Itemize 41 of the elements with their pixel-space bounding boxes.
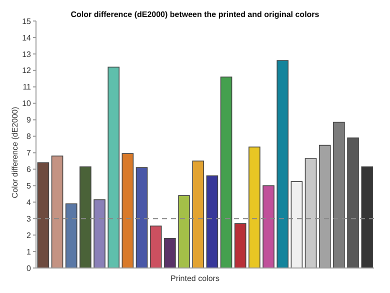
bar <box>276 60 289 268</box>
bar <box>234 223 246 268</box>
y-tick-label: 13 <box>22 50 32 59</box>
y-tick-label: 7 <box>26 148 32 158</box>
bar <box>206 175 218 268</box>
y-tick-label: 15 <box>22 16 32 26</box>
bar <box>80 166 92 268</box>
y-axis-title: Color difference (dE2000) <box>10 106 20 200</box>
y-tick-label: 4 <box>26 198 32 207</box>
y-tick-label: 9 <box>26 116 32 125</box>
bar <box>248 146 260 268</box>
y-tick-label: 5 <box>26 182 32 191</box>
x-axis-title: Printed colors <box>170 274 220 283</box>
chart-title: Color difference (dE2000) between the printed and original colors <box>70 10 320 19</box>
y-tick-label: 8 <box>26 132 32 142</box>
bar <box>178 195 190 268</box>
bar <box>262 185 274 268</box>
bar <box>108 66 120 268</box>
bar <box>164 238 176 268</box>
y-tick-label: 10 <box>22 99 32 108</box>
y-tick-label: 6 <box>26 165 32 174</box>
bar <box>220 76 232 268</box>
y-tick-label: 14 <box>22 33 32 42</box>
y-tick-label: 2 <box>26 230 32 240</box>
bar <box>51 156 64 268</box>
bar <box>150 226 162 268</box>
bar <box>361 166 374 268</box>
y-tick-label: 12 <box>22 66 32 76</box>
bar <box>290 181 303 268</box>
bar <box>347 138 359 268</box>
bar <box>65 203 78 268</box>
bar <box>192 160 204 268</box>
y-tick-label: 1 <box>26 247 32 256</box>
bar <box>37 162 50 268</box>
bar <box>122 153 134 268</box>
y-tick-label: 3 <box>26 214 32 224</box>
y-tick-label: 0 <box>26 264 32 273</box>
bar <box>304 158 317 268</box>
bar <box>136 167 148 268</box>
y-tick-label: 11 <box>22 82 32 92</box>
bar <box>94 199 106 268</box>
